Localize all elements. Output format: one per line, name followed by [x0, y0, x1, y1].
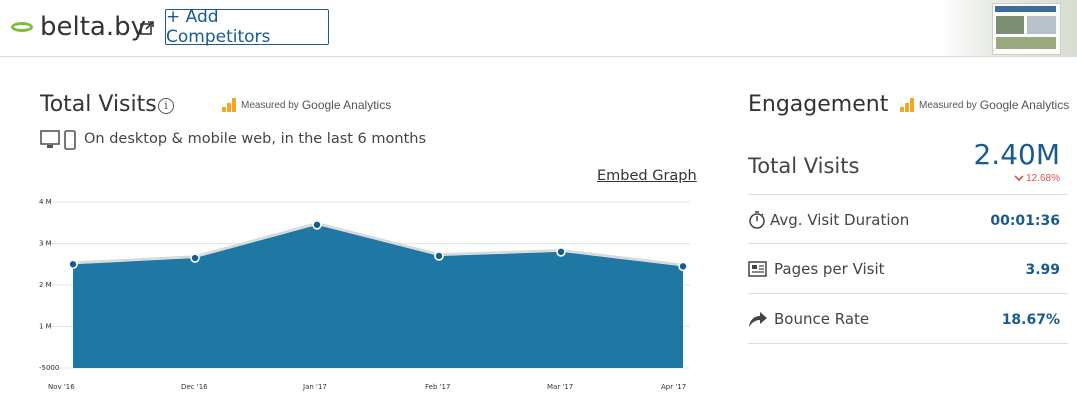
engagement-row-pages-per-visit: Pages per Visit 3.99: [748, 243, 1068, 294]
pages-per-visit-value: 3.99: [1025, 262, 1060, 278]
embed-graph-link[interactable]: Embed Graph: [597, 168, 697, 184]
total-visits-title: Total Visits: [40, 92, 157, 117]
site-thumbnail[interactable]: [940, 0, 1077, 56]
engagement-row-avg-visit-duration: Avg. Visit Duration 00:01:36: [748, 194, 1068, 244]
x-tick-label: Nov '16: [48, 383, 75, 391]
visits-change-value: 12.68%: [1026, 173, 1060, 184]
pages-icon: [748, 261, 767, 277]
external-link-icon[interactable]: [140, 21, 154, 35]
visits-area: [73, 224, 683, 368]
data-point: [68, 259, 78, 270]
data-point: [190, 253, 200, 263]
x-tick-label: Mar '17: [547, 383, 573, 391]
x-tick-label: Feb '17: [425, 383, 450, 391]
data-point: [678, 261, 688, 272]
google-analytics-icon: [900, 98, 914, 112]
add-competitors-button[interactable]: + Add Competitors: [165, 7, 329, 47]
pages-per-visit-label: Pages per Visit: [774, 260, 885, 278]
bounce-rate-label: Bounce Rate: [774, 310, 870, 328]
thumbnail-page: [992, 3, 1061, 55]
info-icon[interactable]: i: [158, 98, 174, 114]
y-tick-label: -5000: [39, 364, 59, 372]
y-tick-label: 1 M: [39, 323, 52, 331]
engagement-title: Engagement: [748, 92, 889, 117]
chart-subtitle: On desktop & mobile web, in the last 6 m…: [84, 131, 427, 147]
avg-visit-duration-label: Avg. Visit Duration: [770, 211, 910, 229]
ga-name: Google Analytics: [979, 98, 1070, 112]
bounce-arrow-icon: [749, 312, 767, 327]
site-domain[interactable]: belta.by: [40, 12, 147, 42]
y-tick-label: 3 M: [39, 240, 52, 248]
avg-visit-duration-value: 00:01:36: [990, 213, 1060, 229]
x-tick-label: Apr '17: [661, 383, 686, 391]
google-analytics-badge: Measured by Google Analytics: [900, 98, 1069, 112]
data-point: [312, 220, 322, 230]
ga-name: Google Analytics: [301, 98, 392, 112]
y-tick-label: 4 M: [39, 198, 52, 206]
x-tick-label: Jan '17: [302, 383, 327, 391]
header-bar: belta.by + Add Competitors: [0, 0, 1077, 57]
total-visits-label: Total Visits: [748, 154, 860, 178]
visits-change: 12.68%: [1014, 173, 1060, 184]
visits-line: [72, 222, 684, 267]
engagement-row-bounce-rate: Bounce Rate 18.67%: [748, 293, 1068, 344]
total-visits-value: 2.40M: [973, 138, 1060, 171]
ga-measured-by: Measured by: [919, 99, 977, 111]
google-analytics-icon: [222, 98, 236, 112]
y-tick-label: 2 M: [39, 281, 52, 289]
desktop-mobile-icon: [40, 130, 76, 150]
stopwatch-icon: [749, 211, 765, 229]
data-point: [556, 246, 566, 257]
ga-measured-by: Measured by: [241, 99, 299, 111]
engagement-total-visits: Total Visits 2.40M 12.68%: [748, 138, 1068, 195]
data-point: [434, 251, 444, 261]
x-tick-label: Dec '16: [181, 383, 208, 391]
site-favicon-icon: [11, 22, 33, 32]
chevron-down-icon: [1014, 175, 1024, 182]
total-visits-chart: 4 M 3 M 2 M 1 M -5000 Nov '16 Dec '16 Jan '17 Fe…: [39, 198, 690, 391]
google-analytics-badge: Measured by Google Analytics: [222, 98, 391, 112]
bounce-rate-value: 18.67%: [1001, 312, 1060, 328]
